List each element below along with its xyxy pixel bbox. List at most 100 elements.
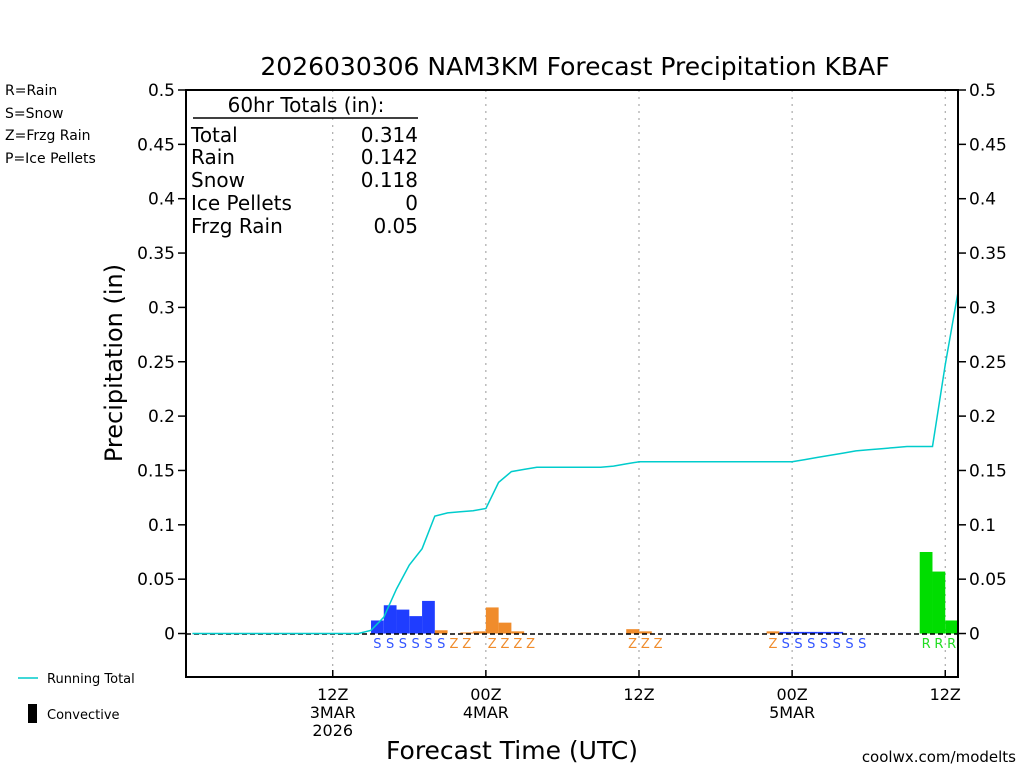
credit-text: coolwx.com/modelts [862, 748, 1016, 766]
precip-bars [371, 551, 958, 634]
x-axis-label: Forecast Time (UTC) [386, 736, 638, 765]
vertical-gridlines [332, 90, 946, 677]
totals-value-total: 0.314 [361, 123, 418, 147]
type-marker-s: S [833, 637, 841, 652]
type-marker-s: S [373, 637, 381, 652]
x-tick-label: 5MAR [769, 703, 815, 722]
bar-snow [804, 631, 818, 634]
totals-label-rain: Rain [191, 145, 235, 169]
bar-frzg-rain [638, 631, 652, 634]
chart-title: 2026030306 NAM3KM Forecast Precipitation… [260, 52, 889, 81]
type-marker-s: S [807, 637, 815, 652]
type-marker-s: S [399, 637, 407, 652]
plot-frame [185, 89, 959, 678]
type-marker-s: S [782, 637, 790, 652]
type-marker-s: S [412, 637, 420, 652]
totals-value-freezing-rain: 0.05 [373, 214, 418, 238]
type-marker-z: Z [462, 637, 471, 652]
bar-frzg-rain [485, 607, 499, 634]
bar-frzg-rain [766, 631, 780, 634]
type-marker-r: R [934, 637, 943, 652]
bar-frzg-rain [460, 632, 474, 634]
totals-value-snow: 0.118 [361, 168, 418, 192]
bar-rain [932, 571, 946, 634]
bar-snow [383, 605, 397, 634]
totals-label-freezing-rain: Frzg Rain [191, 214, 283, 238]
bar-rain [919, 551, 933, 634]
y-tick-label-right: 0.35 [969, 244, 1007, 264]
legend-snow: S=Snow [5, 106, 63, 122]
x-tick-label: 12Z [623, 685, 654, 704]
type-marker-s: S [794, 637, 802, 652]
y-tick-label-left: 0.15 [137, 461, 175, 481]
bar-snow [817, 631, 831, 634]
x-tick-label: 12Z [930, 685, 961, 704]
type-marker-z: Z [501, 637, 510, 652]
y-tick-label-left: 0 [164, 625, 175, 645]
type-marker-s: S [820, 637, 828, 652]
x-tick-label: 4MAR [463, 703, 509, 722]
legend-rain: R=Rain [5, 83, 57, 99]
y-tick-label-left: 0.3 [148, 298, 175, 318]
type-marker-r: R [922, 637, 931, 652]
type-marker-s: S [845, 637, 853, 652]
bar-frzg-rain [434, 630, 448, 634]
bar-frzg-rain [498, 622, 512, 634]
type-marker-s: S [858, 637, 866, 652]
y-tick-label-right: 0.25 [969, 353, 1007, 373]
x-tick-label: 3MAR [310, 703, 356, 722]
bar-snow [830, 631, 844, 634]
y-tick-label-left: 0.25 [137, 353, 175, 373]
y-tick-label-right: 0.4 [969, 190, 996, 210]
bar-snow [779, 631, 793, 634]
y-tick-label-right: 0.3 [969, 298, 996, 318]
running-total-legend-label: Running Total [47, 672, 135, 687]
x-tick-label: 00Z [776, 685, 807, 704]
type-marker-z: Z [641, 637, 650, 652]
y-tick-label-right: 0.2 [969, 407, 996, 427]
convective-swatch [28, 704, 37, 723]
y-tick-label-right: 0.15 [969, 461, 1007, 481]
y-tick-label-right: 0.05 [969, 570, 1007, 590]
y-tick-label-left: 0.2 [148, 407, 175, 427]
totals-box: 60hr Totals (in): Total 0.314 Rain 0.142… [190, 93, 418, 238]
x-tick-label: 2026 [312, 721, 353, 740]
bar-frzg-rain [511, 631, 525, 634]
type-legend: R=Rain S=Snow Z=Frzg Rain P=Ice Pellets [5, 83, 96, 167]
x-tick-label: 00Z [470, 685, 501, 704]
y-tick-label-left: 0.4 [148, 190, 175, 210]
totals-label-snow: Snow [191, 168, 245, 192]
running-total-line [192, 292, 959, 635]
bottom-legend: Running Total Convective [18, 672, 135, 723]
type-marker-z: Z [450, 637, 459, 652]
totals-value-ice-pellets: 0 [405, 191, 418, 215]
y-tick-label-right: 0 [969, 625, 980, 645]
totals-value-rain: 0.142 [361, 145, 418, 169]
type-marker-s: S [386, 637, 394, 652]
type-marker-z: Z [513, 637, 522, 652]
type-marker-s: S [437, 637, 445, 652]
y-tick-label-left: 0.45 [137, 135, 175, 155]
y-tick-label-right: 0.5 [969, 81, 996, 101]
bar-frzg-rain [473, 631, 486, 634]
y-axis-label: Precipitation (in) [100, 264, 128, 462]
y-tick-label-left: 0.5 [148, 81, 175, 101]
totals-heading: 60hr Totals (in): [228, 93, 385, 117]
convective-legend-label: Convective [47, 708, 120, 723]
bar-frzg-rain [626, 629, 639, 634]
y-axis-left: 0 0.05 0.1 0.15 0.2 0.25 0.3 0.35 0.4 0.45 0.5 [137, 81, 186, 645]
x-tick-label: 12Z [317, 685, 348, 704]
y-tick-label-left: 0.1 [148, 516, 175, 536]
totals-label-total: Total [190, 123, 238, 147]
bar-snow [409, 616, 423, 634]
y-tick-label-right: 0.45 [969, 135, 1007, 155]
bar-snow [371, 620, 384, 634]
y-tick-label-right: 0.1 [969, 516, 996, 536]
bar-snow [422, 600, 435, 634]
type-marker-s: S [424, 637, 432, 652]
legend-ice-pellets: P=Ice Pellets [5, 151, 96, 167]
legend-freezing-rain: Z=Frzg Rain [5, 128, 91, 144]
